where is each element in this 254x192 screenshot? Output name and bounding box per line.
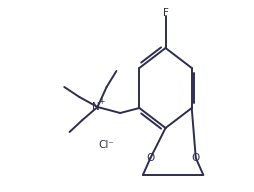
Text: +: +	[98, 98, 104, 107]
Text: Cl⁻: Cl⁻	[98, 140, 114, 150]
Text: F: F	[163, 8, 168, 18]
Text: O: O	[146, 153, 154, 163]
Text: N: N	[92, 102, 100, 112]
Text: O: O	[192, 153, 200, 163]
